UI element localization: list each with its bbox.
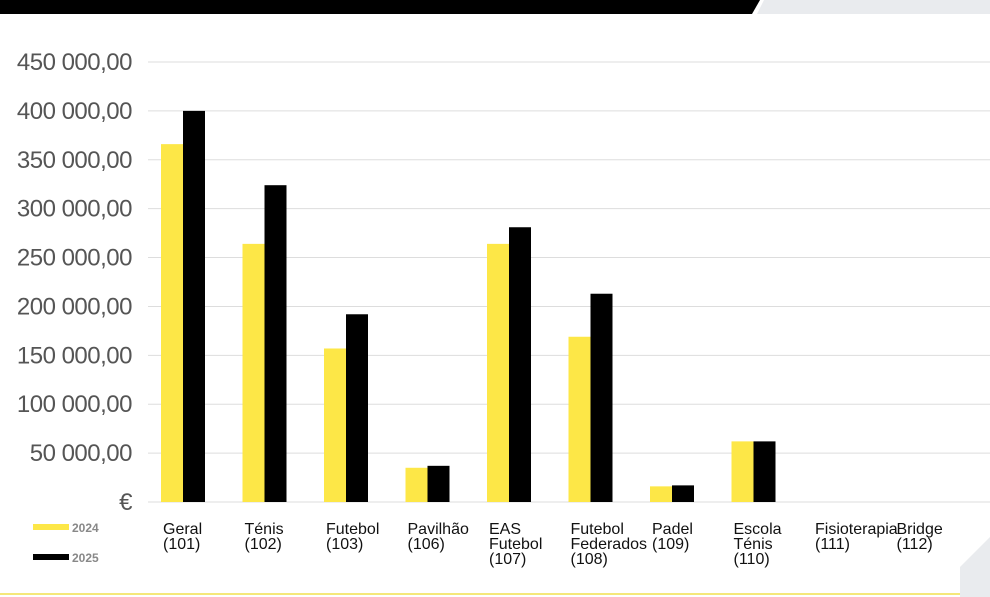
legend-label: 2025 <box>72 551 99 565</box>
x-category-label: Futebol Federados (108) <box>571 521 648 568</box>
bar-2025 <box>427 465 450 502</box>
corner-decoration <box>960 537 990 597</box>
bar-2024 <box>487 243 509 502</box>
bar-2025 <box>590 293 613 502</box>
x-category-label: Ténis (102) <box>245 521 284 553</box>
x-category-label: Fisioterapia (111) <box>815 521 898 553</box>
x-category-label: Geral (101) <box>163 521 202 553</box>
bar-2024 <box>324 348 346 502</box>
y-tick-label: € <box>119 489 133 516</box>
legend-swatch-2024 <box>33 524 69 530</box>
bar-2024 <box>161 144 183 502</box>
x-category-label: Futebol (103) <box>326 521 379 553</box>
footer-rule <box>0 593 990 595</box>
y-axis-ticks: €50 000,00 100 000,00 150 000,00 200 000,00… <box>17 49 134 516</box>
y-tick-label: 250 000,00 <box>17 245 132 272</box>
legend-swatch-2025 <box>33 554 69 560</box>
bar-2024 <box>568 336 591 502</box>
y-tick-label: 200 000,00 <box>17 293 132 320</box>
bar-2025 <box>509 227 531 502</box>
y-tick-label: 50 000,00 <box>30 440 132 467</box>
x-category-label: Bridge (112) <box>897 521 943 553</box>
bar-2025 <box>346 314 368 502</box>
header-band-shape <box>0 0 990 14</box>
x-category-label: EAS Futebol (107) <box>489 521 542 568</box>
y-tick-label: 150 000,00 <box>17 342 132 369</box>
header-band <box>0 0 990 14</box>
y-tick-label: 100 000,00 <box>17 391 132 418</box>
bar-2024 <box>731 441 754 502</box>
y-tick-label: 400 000,00 <box>17 98 132 125</box>
bar-2025 <box>672 485 694 502</box>
y-tick-label: 300 000,00 <box>17 196 132 223</box>
bar-2025 <box>264 185 287 502</box>
y-tick-label: 350 000,00 <box>17 147 132 174</box>
bar-2025 <box>183 110 205 502</box>
x-category-label: Pavilhão (106) <box>408 521 469 553</box>
legend-label: 2024 <box>72 521 99 535</box>
bar-2024 <box>405 467 428 502</box>
bar-2025 <box>753 441 776 502</box>
bar-2024 <box>242 243 265 502</box>
x-axis-categories: Geral (101) Ténis (102) Futebol (103) Pavilhão… <box>163 521 943 568</box>
x-category-label: Padel (109) <box>652 521 693 553</box>
legend: 2024 2025 <box>33 521 99 565</box>
y-tick-label: 450 000,00 <box>17 49 132 76</box>
bar-2024 <box>650 486 672 502</box>
grid-lines <box>148 61 990 503</box>
bars <box>161 110 776 502</box>
x-category-label: Escola Ténis (110) <box>734 521 782 568</box>
